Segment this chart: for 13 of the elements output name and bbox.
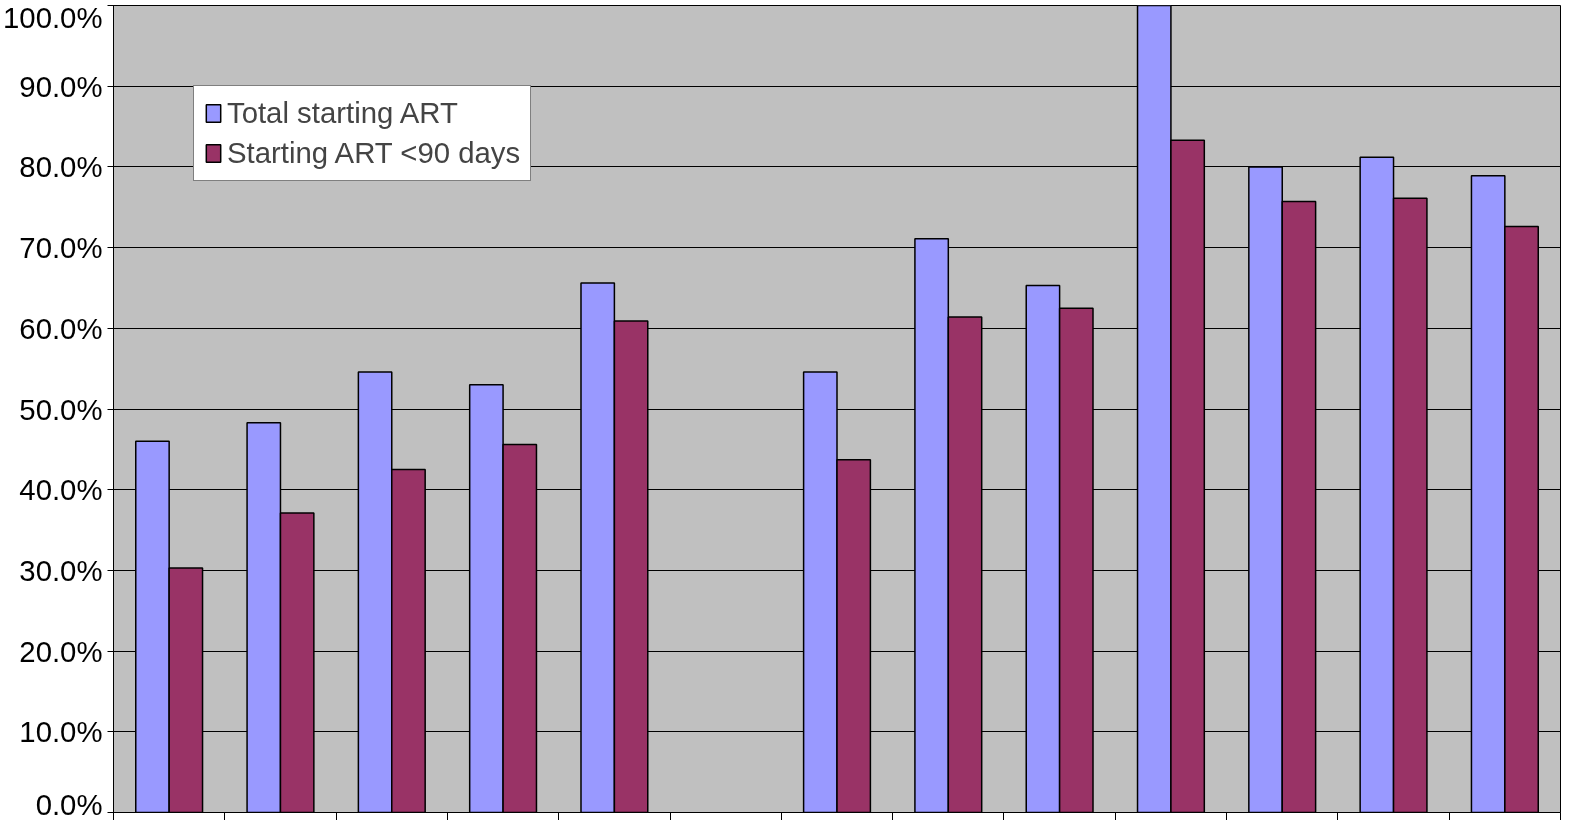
y-tick-label: 90.0% bbox=[19, 69, 103, 103]
legend-label: Total starting ART bbox=[227, 96, 458, 130]
y-tick-label: 60.0% bbox=[19, 311, 103, 345]
y-tick-label: 100.0% bbox=[3, 0, 103, 34]
y-tick-label: 80.0% bbox=[19, 150, 103, 184]
y-tick-label: 40.0% bbox=[19, 473, 103, 507]
y-tick-label: 20.0% bbox=[19, 634, 103, 668]
y-tick-label: 30.0% bbox=[19, 553, 103, 587]
y-tick-label: 70.0% bbox=[19, 231, 103, 265]
y-tick-label: 50.0% bbox=[19, 392, 103, 426]
y-tick-label: 10.0% bbox=[19, 715, 103, 749]
y-tick-label: 0.0% bbox=[35, 787, 103, 821]
legend-label: Starting ART <90 days bbox=[227, 136, 521, 170]
